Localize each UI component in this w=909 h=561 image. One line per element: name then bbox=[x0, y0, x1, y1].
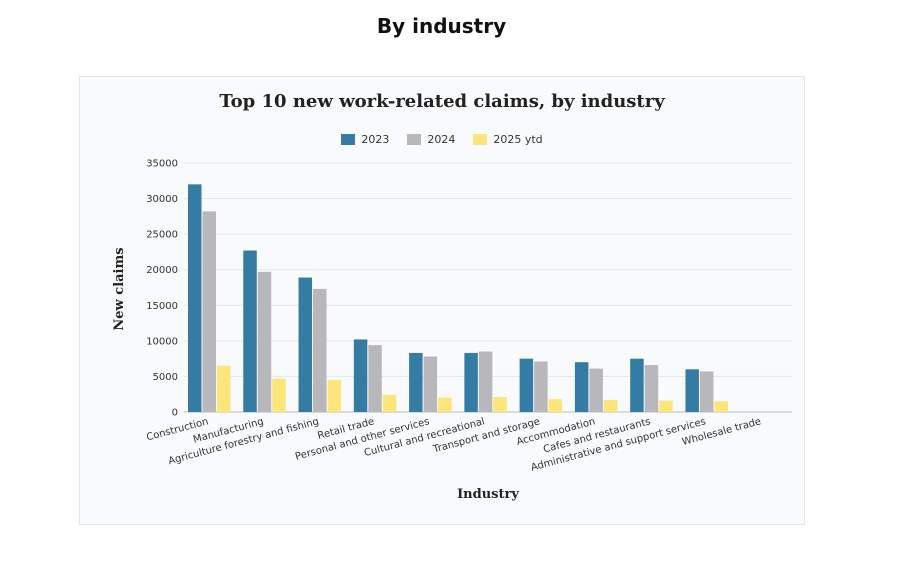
chart-legend: 2023 2024 2025 ytd bbox=[80, 133, 804, 146]
bar-2024-0 bbox=[202, 211, 216, 412]
legend-swatch-2025-ytd bbox=[473, 134, 488, 145]
legend-swatch-2024 bbox=[407, 134, 422, 145]
y-tick-label: 0 bbox=[172, 408, 178, 419]
bar-2025-ytd-8 bbox=[659, 400, 673, 412]
y-tick-label: 20000 bbox=[146, 265, 178, 276]
legend-swatch-2023 bbox=[341, 134, 356, 145]
y-tick-label: 25000 bbox=[146, 230, 178, 241]
bar-2024-1 bbox=[257, 271, 272, 412]
bar-2023-0 bbox=[188, 184, 202, 412]
y-tick-label: 15000 bbox=[146, 301, 178, 312]
bar-2023-9 bbox=[685, 369, 699, 412]
y-tick-label: 5000 bbox=[153, 372, 178, 383]
bar-2024-2 bbox=[313, 288, 327, 412]
chart-container: Top 10 new work-related claims, by indus… bbox=[79, 76, 805, 525]
bar-2023-8 bbox=[630, 358, 644, 412]
bar-2025-ytd-9 bbox=[714, 401, 728, 412]
bar-2025-ytd-4 bbox=[438, 397, 452, 412]
bar-2025-ytd-6 bbox=[548, 399, 563, 412]
bar-2025-ytd-2 bbox=[327, 379, 342, 412]
y-tick-label: 30000 bbox=[146, 194, 178, 205]
legend-item-2025-ytd[interactable]: 2025 ytd bbox=[473, 133, 543, 146]
legend-label-2023: 2023 bbox=[361, 133, 390, 146]
bar-2024-6 bbox=[534, 361, 548, 412]
bar-2023-2 bbox=[298, 277, 313, 412]
legend-label-2025-ytd: 2025 ytd bbox=[493, 133, 543, 146]
bar-2023-4 bbox=[409, 352, 423, 412]
y-tick-label: 10000 bbox=[146, 336, 178, 347]
bar-2023-5 bbox=[464, 352, 478, 412]
y-tick-label: 35000 bbox=[146, 159, 178, 170]
bar-2023-6 bbox=[519, 358, 534, 412]
bar-2023-1 bbox=[243, 250, 257, 412]
bar-2024-8 bbox=[644, 365, 659, 412]
chart-plot: 05000100001500020000250003000035000Const… bbox=[112, 159, 792, 502]
page-heading: By industry bbox=[376, 14, 507, 38]
x-axis-title: Industry bbox=[457, 487, 519, 502]
bar-2024-7 bbox=[589, 368, 603, 412]
bar-2024-4 bbox=[423, 356, 438, 412]
bar-2025-ytd-0 bbox=[217, 365, 231, 412]
legend-label-2024: 2024 bbox=[427, 133, 456, 146]
bar-2024-9 bbox=[699, 371, 714, 412]
bar-2023-7 bbox=[574, 362, 589, 412]
bar-2025-ytd-5 bbox=[493, 397, 507, 412]
bar-2025-ytd-7 bbox=[603, 399, 618, 412]
bar-2023-3 bbox=[353, 339, 368, 412]
chart-title: Top 10 new work-related claims, by indus… bbox=[219, 91, 665, 112]
bar-2024-3 bbox=[368, 345, 382, 412]
bar-2025-ytd-1 bbox=[272, 378, 286, 412]
y-axis-title: New claims bbox=[112, 247, 127, 330]
legend-item-2024[interactable]: 2024 bbox=[407, 133, 455, 146]
bar-2024-5 bbox=[478, 351, 493, 412]
legend-item-2023[interactable]: 2023 bbox=[341, 133, 389, 146]
bar-2025-ytd-3 bbox=[382, 394, 397, 412]
